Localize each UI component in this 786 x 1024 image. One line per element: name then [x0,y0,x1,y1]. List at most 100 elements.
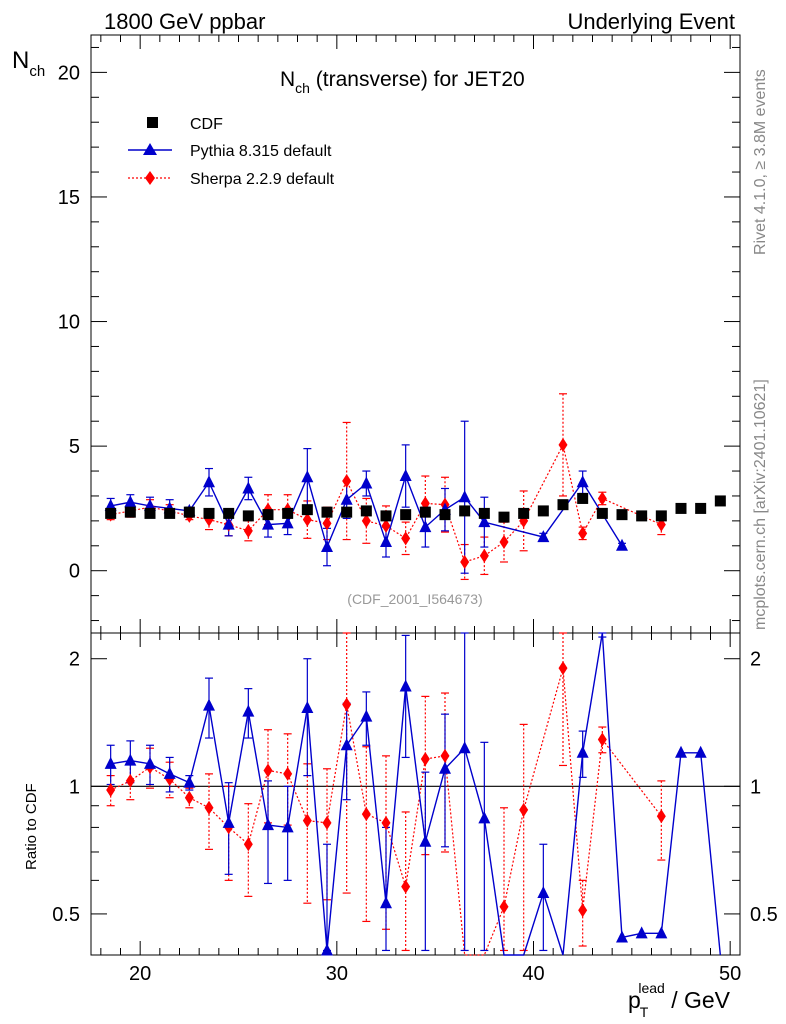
ratio-tick-label: 2 [69,649,80,671]
pythia-ratio-point [183,775,196,788]
sherpa-ratio-point [184,790,194,805]
pythia-ratio-point [360,709,373,722]
sherpa-ratio-point [322,815,332,830]
pythia-ratio-point [301,701,314,714]
pythia-ratio-point [419,834,432,847]
sherpa-ratio-point [401,879,411,894]
sherpa-ratio-point [342,697,352,712]
pythia-point [380,535,392,548]
cdf-point [695,502,707,514]
pythia-ratio-point [144,756,156,769]
pythia-point [399,469,412,482]
sherpa-line [110,443,662,563]
cdf-point [144,507,156,519]
sherpa-ratio-point [106,783,116,798]
cdf-point [714,495,726,507]
cdf-point [439,509,451,521]
cdf-point [301,504,313,516]
y-tick-label: 15 [58,187,80,209]
sherpa-ratio-point [302,813,312,828]
pythia-point [242,481,255,494]
sherpa-ratio-point [204,800,214,815]
pythia-ratio-point [124,753,137,766]
pythia-point [360,476,373,489]
pythia-point [281,516,294,529]
sherpa-ratio-point [578,903,588,918]
pythia-ratio-point [675,745,687,758]
pythia-ratio-point [439,761,451,774]
pythia-ratio-point [242,704,255,717]
sherpa-ratio-point [499,899,509,914]
pythia-ratio-point [655,926,668,939]
sherpa-ratio-point [263,763,273,778]
legend-sherpa-marker [145,171,155,185]
chart-title: Nch (transverse) for JET20 [280,68,525,96]
pythia-ratio-point [380,896,392,909]
cdf-point [380,510,392,522]
x-tick-label: 20 [129,963,151,985]
main-plot-frame [90,34,741,634]
pythia-ratio-point [281,820,294,833]
ratio-tick-label-right: 2 [750,649,761,671]
cdf-point [164,507,176,519]
sherpa-ratio-point [125,773,135,788]
cdf-point [596,507,608,519]
legend: CDF Pythia 8.315 default Sherpa 2.2.9 de… [128,116,335,188]
sherpa-point [302,512,312,527]
sherpa-point [361,513,371,528]
y-tick-label: 10 [58,312,80,334]
x-tick-label: 50 [719,963,741,985]
pythia-ratio-point [222,815,235,828]
pythia-ratio-point [694,745,707,758]
cdf-point [557,499,569,511]
pythia-ratio-point [537,886,550,899]
sherpa-point [243,523,253,538]
cdf-point [478,507,490,519]
pythia-ratio-point [262,818,274,831]
sherpa-point [460,554,470,569]
sherpa-point [578,526,588,541]
sherpa-ratio-point [440,748,450,763]
pythia-point [124,495,137,508]
cdf-point [105,507,117,519]
pythia-point [321,540,333,553]
pythia-point [203,475,215,488]
sherpa-point [401,531,411,546]
ratio-tick-label-right: 0.5 [750,904,778,926]
sherpa-ratio-point [656,809,666,824]
cdf-point [223,507,235,519]
cdf-point [262,509,274,521]
cdf-point [203,507,215,519]
cdf-point [675,502,687,514]
pythia-ratio-point [163,766,176,779]
sherpa-point [597,491,607,506]
sherpa-point [322,516,332,531]
pythia-ratio-point [635,926,648,939]
y-tick-label: 5 [69,436,80,458]
x-axis-label: pTlead / GeV [628,980,731,1020]
cdf-point [183,506,195,518]
sherpa-ratio-point [361,807,371,822]
sherpa-point [381,518,391,533]
sherpa-point [499,535,509,550]
pythia-point [537,530,550,543]
sherpa-ratio-point [243,837,253,852]
legend-cdf-marker [147,117,158,128]
header-left: 1800 GeV ppbar [104,9,265,34]
cdf-point [360,505,372,517]
ratio-y-axis-label: Ratio to CDF [23,783,40,870]
ratio-tick-label: 1 [69,776,80,798]
cdf-point [124,506,136,518]
legend-cdf-label: CDF [190,116,223,133]
analysis-watermark: (CDF_2001_I564673) [347,591,482,607]
sherpa-ratio-point [381,815,391,830]
rivet-version: Rivet 4.1.0, ≥ 3.8M events [752,69,769,255]
cdf-point [518,507,530,519]
pythia-ratio-point [203,698,215,711]
sherpa-ratio-point [283,766,293,781]
pythia-ratio-point [616,930,628,943]
cdf-point [636,510,648,522]
pythia-point [458,490,471,503]
cdf-point [400,509,412,521]
